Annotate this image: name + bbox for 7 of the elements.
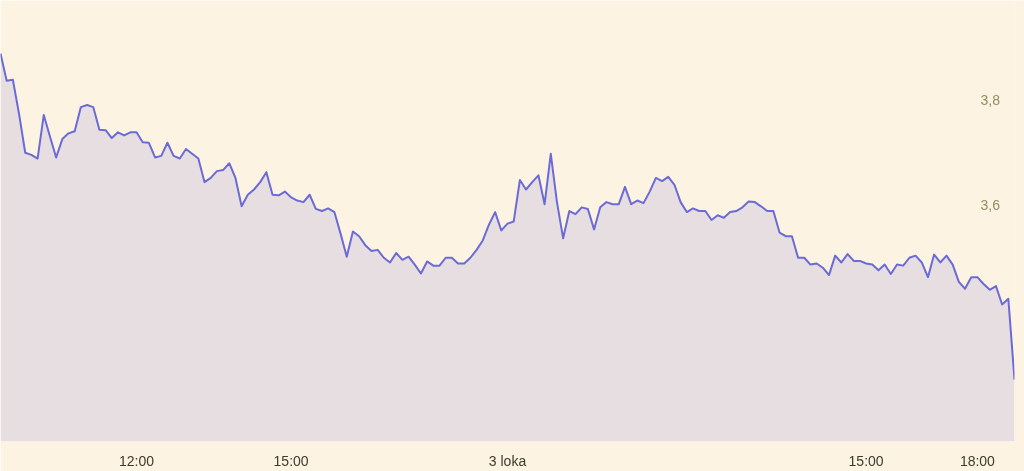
x-tick-label: 15:00	[848, 452, 884, 469]
x-tick-label: 3 loka	[488, 452, 527, 469]
x-tick-label: 12:00	[119, 452, 155, 469]
y-tick-label: 3,8	[980, 92, 1001, 109]
x-tick-label: 18:00	[959, 452, 996, 469]
y-tick-label: 3,6	[980, 197, 1001, 214]
x-tick-label: 15:00	[273, 452, 309, 469]
